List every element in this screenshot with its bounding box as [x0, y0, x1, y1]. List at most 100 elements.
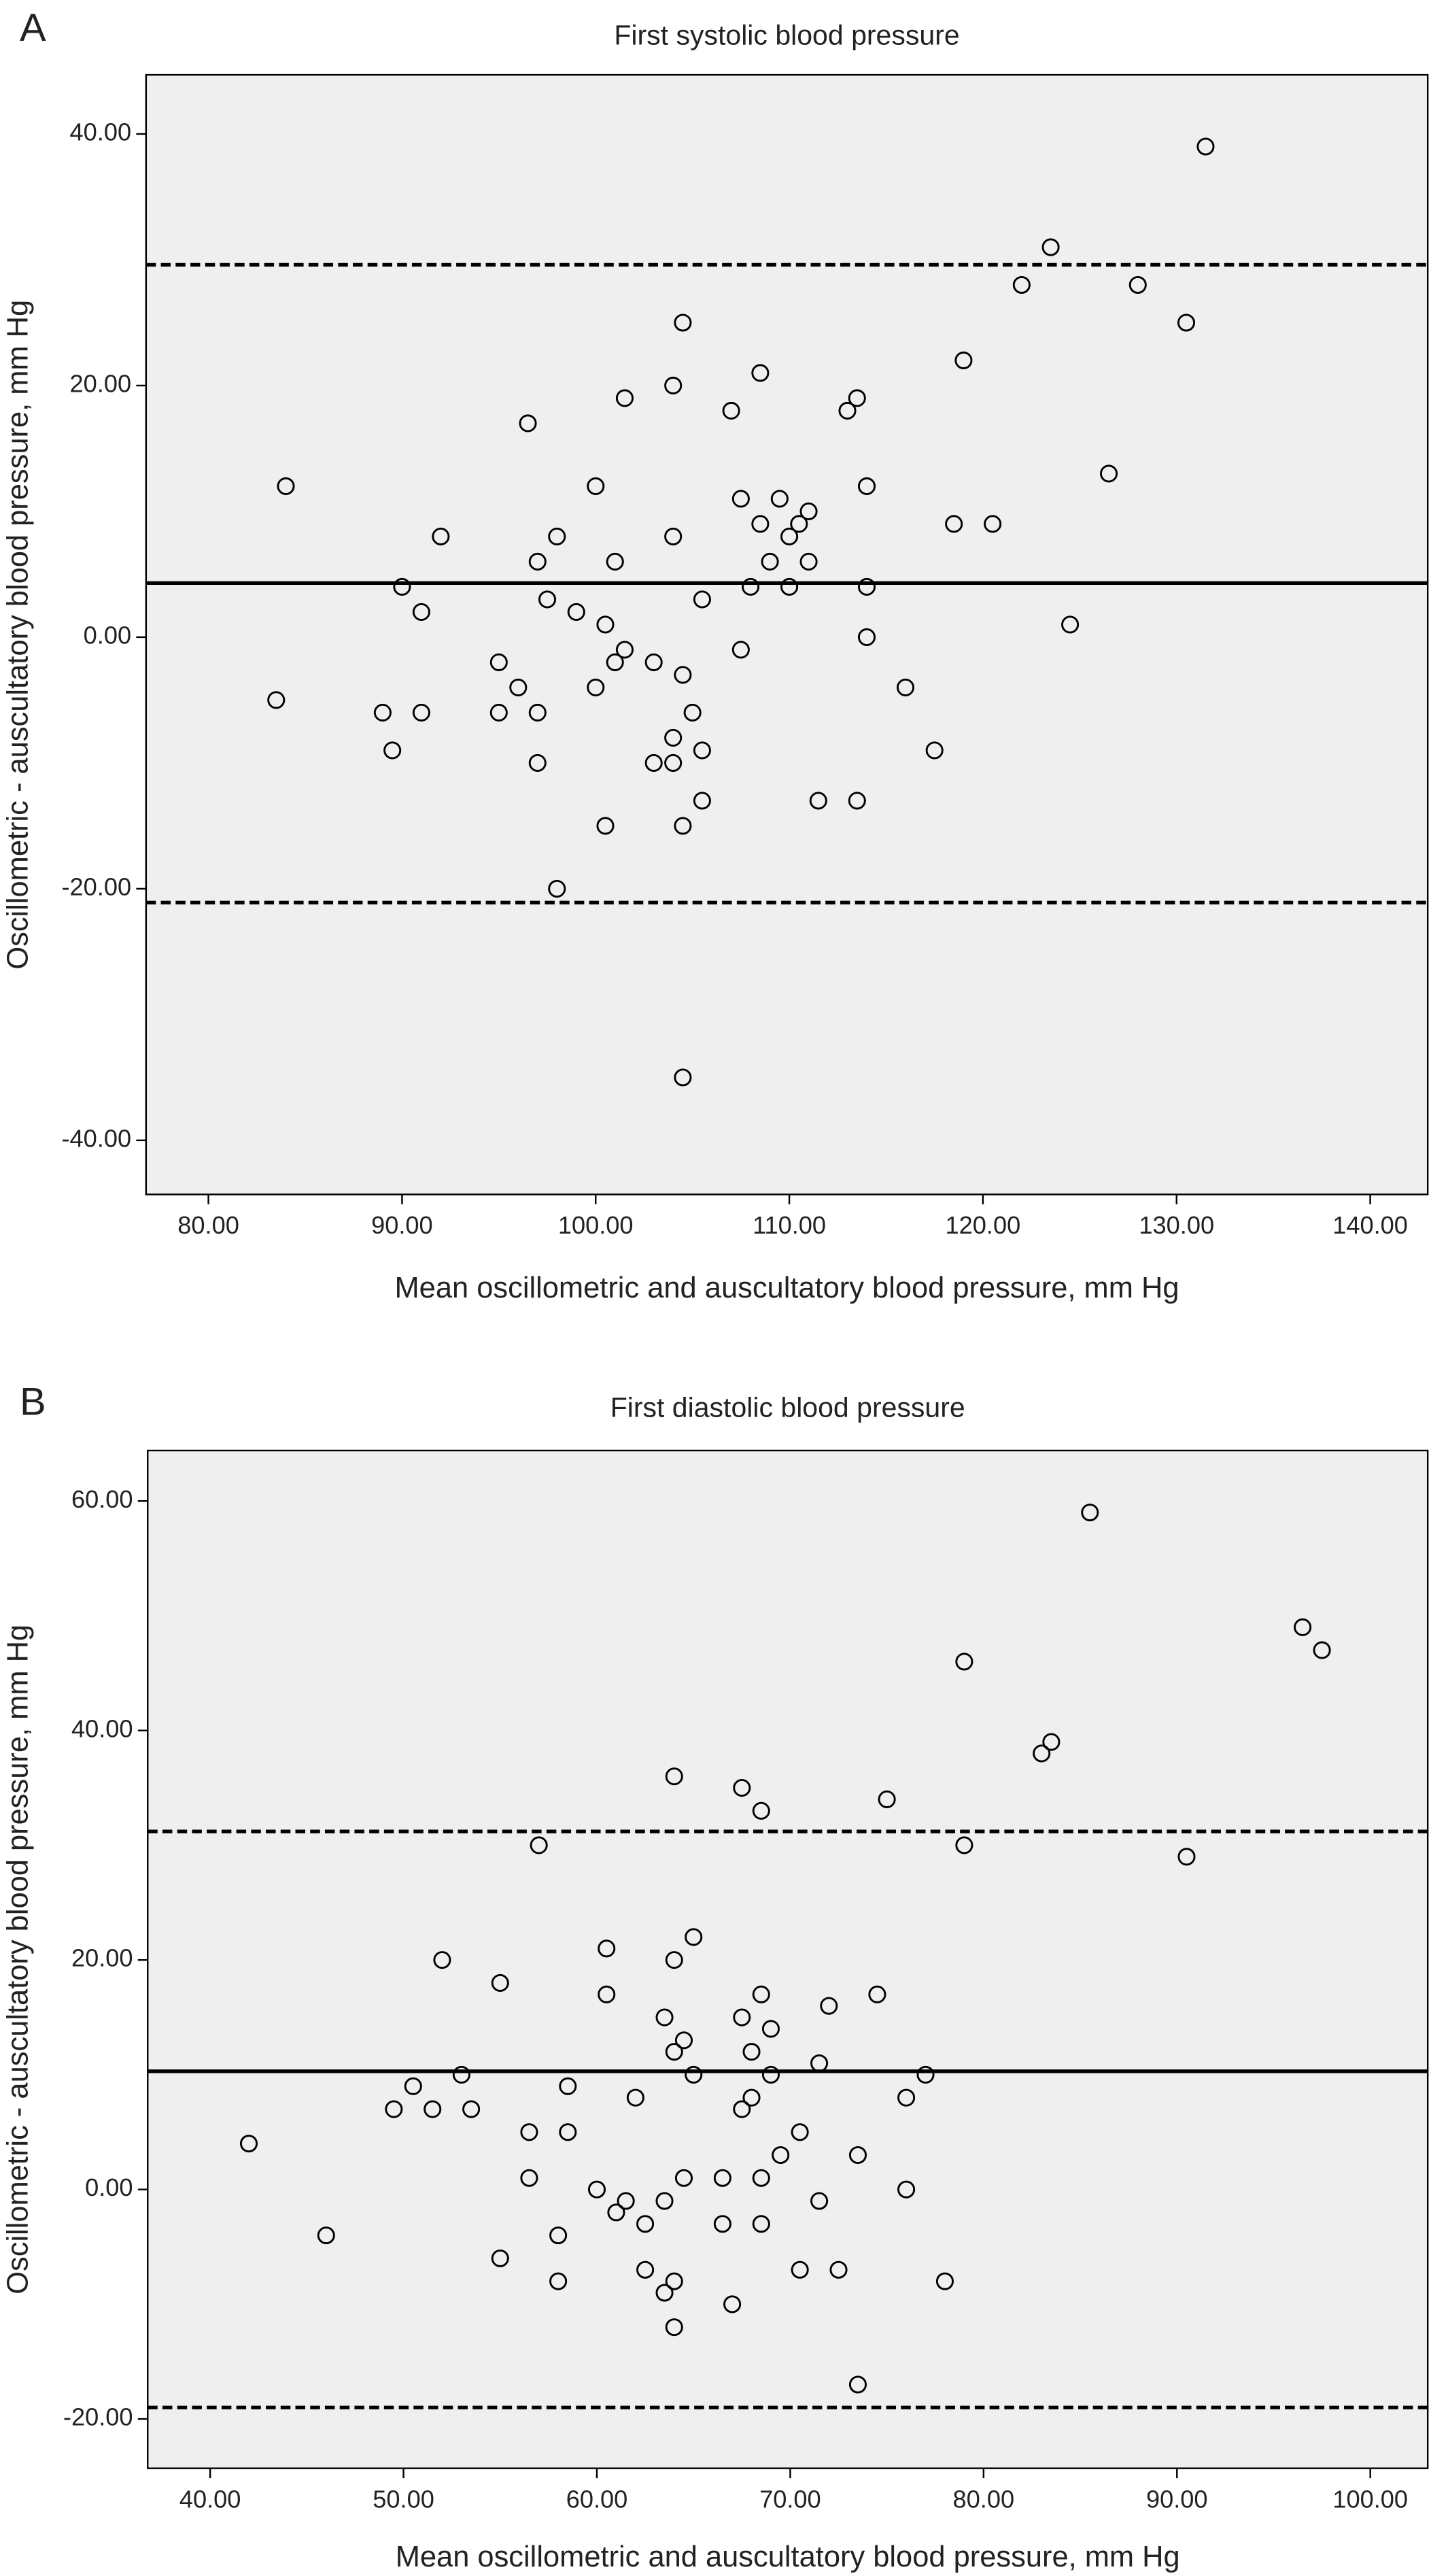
data-point	[955, 1653, 973, 1671]
data-point	[752, 2215, 770, 2233]
data-point	[1033, 1744, 1051, 1763]
data-point	[848, 389, 866, 407]
data-point	[277, 477, 295, 495]
data-point	[752, 1985, 770, 2003]
data-point	[674, 666, 692, 684]
data-point	[404, 2077, 422, 2095]
x-tick-label: 80.00	[953, 2486, 1015, 2513]
data-point	[674, 313, 692, 332]
data-point	[598, 1939, 616, 1958]
data-point	[722, 401, 740, 420]
x-tick-label: 60.00	[566, 2486, 628, 2513]
x-tick-label: 130.00	[1139, 1211, 1214, 1239]
data-point	[549, 2226, 568, 2245]
data-point	[772, 2146, 790, 2165]
data-point	[559, 2077, 577, 2095]
data-point	[752, 2169, 770, 2187]
data-point	[809, 792, 827, 810]
data-point	[615, 389, 634, 407]
data-point	[549, 2272, 568, 2290]
data-point	[626, 2088, 644, 2107]
data-point	[848, 2146, 867, 2165]
data-point	[1012, 275, 1031, 294]
data-point	[878, 1790, 896, 1808]
data-point	[665, 1951, 683, 1969]
y-tick-label: 40.00	[70, 118, 132, 146]
data-point	[683, 703, 702, 722]
data-point	[791, 2123, 809, 2141]
data-point	[665, 2272, 683, 2290]
y-axis-label: Oscillometric - auscultatory blood press…	[1, 300, 34, 970]
data-point	[693, 741, 711, 760]
data-point	[742, 2088, 761, 2107]
chart-title: First systolic blood pressure	[614, 19, 959, 50]
data-point	[731, 641, 750, 659]
data-point	[955, 1836, 973, 1854]
x-tick-label: 70.00	[759, 2486, 821, 2513]
y-tick-label: 0.00	[84, 621, 131, 649]
data-point	[857, 577, 876, 596]
data-point	[520, 2123, 538, 2141]
data-point	[935, 2272, 954, 2290]
data-point	[655, 2192, 674, 2210]
data-point	[984, 515, 1002, 533]
data-point	[383, 741, 402, 760]
data-point	[644, 753, 663, 772]
data-point	[596, 817, 615, 835]
data-point	[385, 2100, 403, 2118]
data-point	[820, 1997, 838, 2015]
data-point	[925, 741, 944, 760]
data-point	[848, 792, 866, 810]
data-point	[489, 653, 508, 671]
data-point	[598, 1985, 616, 2003]
data-point	[655, 2008, 674, 2027]
data-point	[528, 703, 547, 722]
y-tick-label: 60.00	[71, 1485, 133, 1513]
data-point	[848, 2375, 867, 2394]
data-point	[780, 527, 799, 545]
data-point	[674, 2169, 693, 2187]
data-point	[954, 351, 973, 370]
y-axis-label: Oscillometric - auscultatory blood press…	[1, 1625, 34, 2294]
data-point	[548, 879, 566, 898]
data-point	[373, 703, 392, 722]
data-point	[868, 1985, 886, 2003]
data-point	[617, 2192, 635, 2210]
data-point	[685, 2065, 703, 2084]
data-point	[838, 401, 857, 420]
data-point	[491, 2249, 509, 2267]
data-point	[723, 2295, 742, 2314]
data-point	[644, 653, 663, 671]
x-axis-label: Mean oscillometric and auscultatory bloo…	[395, 1272, 1179, 1304]
data-point	[412, 603, 430, 621]
data-point	[615, 641, 634, 659]
data-point	[770, 490, 789, 508]
data-point	[1177, 313, 1196, 332]
data-point	[733, 1779, 751, 1797]
x-tick-label: 100.00	[1332, 2486, 1408, 2513]
data-point	[317, 2226, 335, 2245]
data-point	[520, 2169, 538, 2187]
x-tick-label: 40.00	[179, 2486, 241, 2513]
y-tick-label: -20.00	[63, 2403, 133, 2431]
y-tick-label: 20.00	[71, 1944, 133, 1972]
data-point	[538, 590, 557, 609]
data-point	[829, 2260, 848, 2279]
data-point	[239, 2135, 258, 2153]
data-point	[761, 2065, 780, 2084]
data-point	[752, 1801, 770, 1820]
data-point	[509, 678, 528, 696]
data-point	[587, 477, 605, 495]
data-point	[433, 1951, 451, 1969]
panel-label: B	[20, 1380, 46, 1424]
data-point	[636, 2215, 655, 2233]
data-point	[548, 527, 566, 545]
data-point	[489, 703, 508, 722]
data-point	[432, 527, 450, 545]
data-point	[528, 552, 547, 571]
data-point	[896, 678, 915, 696]
y-tick-label: 40.00	[71, 1714, 133, 1742]
data-point	[587, 2180, 606, 2199]
data-point	[916, 2065, 935, 2084]
